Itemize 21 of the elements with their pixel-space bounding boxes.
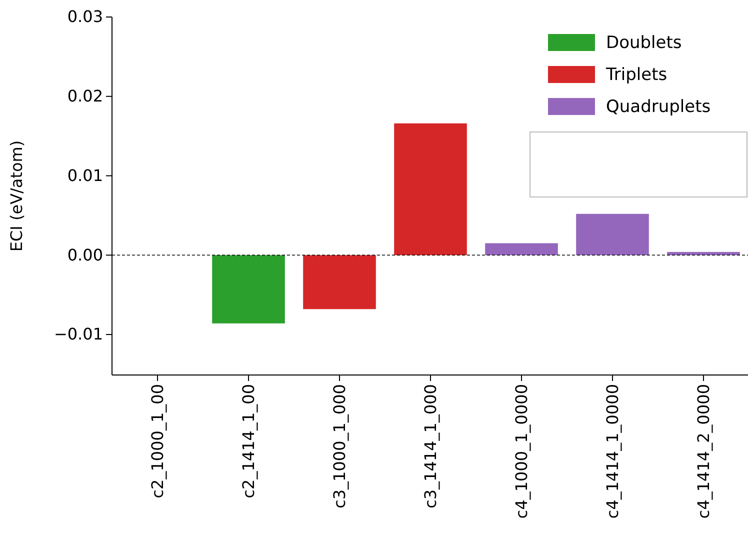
- x-tick-label: c2_1000_1_00: [148, 384, 168, 498]
- y-tick-label: 0.03: [67, 7, 103, 26]
- y-axis-title: ECI (eV/atom): [7, 140, 26, 252]
- legend-label: Quadruplets: [606, 97, 711, 117]
- legend-label: Doublets: [606, 33, 682, 53]
- y-tick-label: 0.02: [67, 86, 103, 106]
- x-tick-label: c3_1414_1_000: [421, 384, 440, 508]
- x-tick-label: c3_1000_1_000: [330, 384, 350, 508]
- x-tick-label: c4_1000_1_0000: [512, 384, 532, 519]
- bar: [394, 123, 467, 256]
- y-tick-label: 0.00: [67, 245, 103, 264]
- legend-label: Triplets: [605, 65, 668, 85]
- bar: [576, 214, 649, 256]
- x-tick-label: c4_1414_1_0000: [603, 384, 622, 519]
- bar: [485, 243, 558, 256]
- y-tick-label: −0.01: [54, 324, 103, 344]
- x-tick-label: c4_1414_2_0000: [694, 384, 714, 519]
- y-tick-label: 0.01: [67, 166, 103, 185]
- x-tick-label: c2_1414_1_00: [239, 384, 258, 498]
- bar: [303, 255, 376, 310]
- bar: [212, 255, 285, 324]
